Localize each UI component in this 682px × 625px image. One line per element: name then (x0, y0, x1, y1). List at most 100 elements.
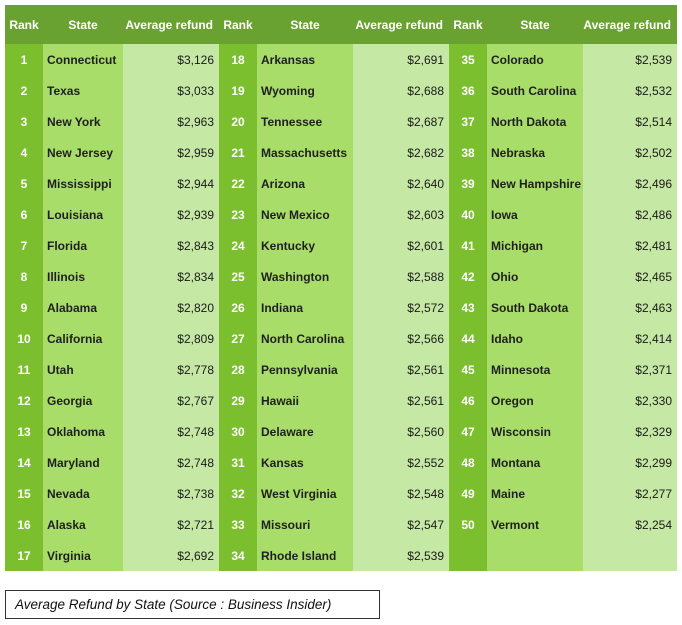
state-header: State (43, 5, 123, 44)
state-cell: Alaska (43, 509, 123, 540)
rank-cell: 40 (449, 199, 487, 230)
empty-cell (487, 540, 583, 571)
refund-cell: $2,944 (123, 168, 219, 199)
refund-cell: $2,277 (583, 478, 677, 509)
state-cell: Indiana (257, 292, 353, 323)
rank-header: Rank (449, 5, 487, 44)
rank-cell: 34 (219, 540, 257, 571)
state-cell: South Dakota (487, 292, 583, 323)
refund-cell: $2,414 (583, 323, 677, 354)
rank-cell: 14 (5, 447, 43, 478)
rank-cell: 37 (449, 106, 487, 137)
state-cell: Massachusetts (257, 137, 353, 168)
table-caption: Average Refund by State (Source : Busine… (5, 590, 380, 619)
rank-cell: 8 (5, 261, 43, 292)
refund-cell: $2,959 (123, 137, 219, 168)
rank-cell: 47 (449, 416, 487, 447)
refund-cell: $2,963 (123, 106, 219, 137)
refund-cell: $2,820 (123, 292, 219, 323)
rank-cell: 29 (219, 385, 257, 416)
rank-cell: 31 (219, 447, 257, 478)
state-cell: Washington (257, 261, 353, 292)
rank-header: Rank (5, 5, 43, 44)
state-cell: Wyoming (257, 75, 353, 106)
refund-cell: $2,552 (353, 447, 449, 478)
rank-cell: 20 (219, 106, 257, 137)
refund-cell: $2,514 (583, 106, 677, 137)
rank-cell: 17 (5, 540, 43, 571)
rank-cell: 6 (5, 199, 43, 230)
refund-cell: $2,561 (353, 354, 449, 385)
state-cell: Minnesota (487, 354, 583, 385)
state-cell: New Jersey (43, 137, 123, 168)
refund-cell: $2,691 (353, 44, 449, 75)
refund-cell: $2,748 (123, 447, 219, 478)
refund-cell: $2,560 (353, 416, 449, 447)
refund-cell: $2,547 (353, 509, 449, 540)
rank-cell: 18 (219, 44, 257, 75)
state-cell: Pennsylvania (257, 354, 353, 385)
refund-cell: $2,721 (123, 509, 219, 540)
rank-cell: 26 (219, 292, 257, 323)
state-cell: North Carolina (257, 323, 353, 354)
rank-cell: 36 (449, 75, 487, 106)
refund-cell: $2,329 (583, 416, 677, 447)
rank-cell: 3 (5, 106, 43, 137)
empty-cell (449, 540, 487, 571)
rank-cell: 2 (5, 75, 43, 106)
rank-cell: 50 (449, 509, 487, 540)
state-cell: New Mexico (257, 199, 353, 230)
refund-cell: $2,778 (123, 354, 219, 385)
refund-cell: $2,748 (123, 416, 219, 447)
refund-cell: $2,486 (583, 199, 677, 230)
refund-cell: $2,548 (353, 478, 449, 509)
state-cell: North Dakota (487, 106, 583, 137)
refund-cell: $2,465 (583, 261, 677, 292)
refund-cell: $2,463 (583, 292, 677, 323)
state-header: State (257, 5, 353, 44)
refund-cell: $2,601 (353, 230, 449, 261)
state-cell: New York (43, 106, 123, 137)
average-refund-header: Average refund (123, 5, 219, 44)
state-cell: Maryland (43, 447, 123, 478)
refund-cell: $3,033 (123, 75, 219, 106)
state-cell: Georgia (43, 385, 123, 416)
refund-cell: $2,767 (123, 385, 219, 416)
refund-cell: $2,481 (583, 230, 677, 261)
refund-cell: $2,692 (123, 540, 219, 571)
state-cell: Arizona (257, 168, 353, 199)
refund-cell: $2,502 (583, 137, 677, 168)
state-cell: Texas (43, 75, 123, 106)
rank-cell: 23 (219, 199, 257, 230)
rank-cell: 22 (219, 168, 257, 199)
refund-cell: $2,603 (353, 199, 449, 230)
refund-cell: $2,254 (583, 509, 677, 540)
refund-cell: $2,330 (583, 385, 677, 416)
rank-cell: 13 (5, 416, 43, 447)
state-cell: Utah (43, 354, 123, 385)
rank-cell: 30 (219, 416, 257, 447)
rank-cell: 46 (449, 385, 487, 416)
refund-cell: $2,496 (583, 168, 677, 199)
empty-cell (583, 540, 677, 571)
refund-cell: $2,566 (353, 323, 449, 354)
state-cell: Vermont (487, 509, 583, 540)
state-cell: South Carolina (487, 75, 583, 106)
rank-cell: 44 (449, 323, 487, 354)
rank-cell: 33 (219, 509, 257, 540)
refund-cell: $2,738 (123, 478, 219, 509)
refund-cell: $2,809 (123, 323, 219, 354)
state-cell: California (43, 323, 123, 354)
rank-cell: 42 (449, 261, 487, 292)
state-cell: Wisconsin (487, 416, 583, 447)
refund-cell: $2,561 (353, 385, 449, 416)
rank-cell: 32 (219, 478, 257, 509)
state-cell: Virginia (43, 540, 123, 571)
refund-cell: $2,939 (123, 199, 219, 230)
refund-cell: $2,539 (353, 540, 449, 571)
state-cell: Hawaii (257, 385, 353, 416)
refund-cell: $3,126 (123, 44, 219, 75)
rank-cell: 24 (219, 230, 257, 261)
rank-cell: 7 (5, 230, 43, 261)
refund-table: Rank State Average refund Rank State Average … (5, 5, 677, 572)
